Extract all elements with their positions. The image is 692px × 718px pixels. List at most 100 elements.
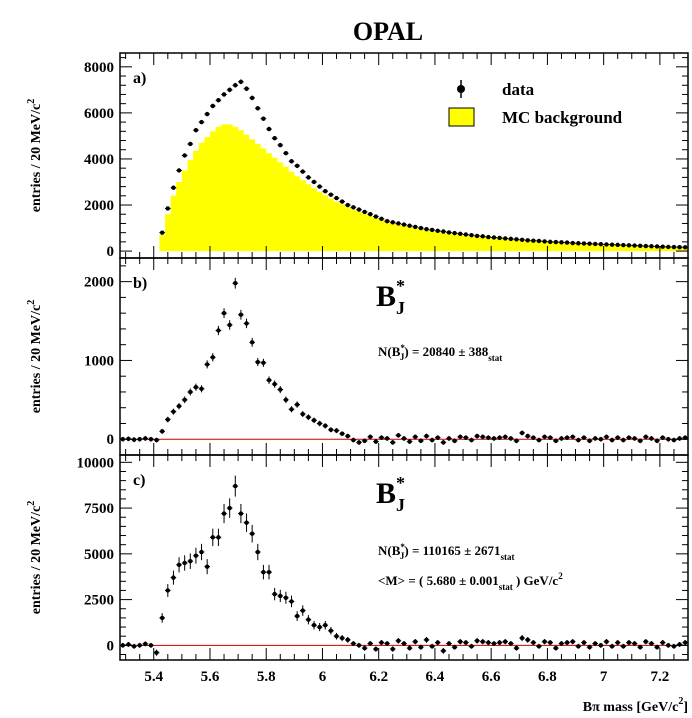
data-point	[164, 416, 171, 423]
data-point	[238, 79, 244, 85]
y-axis-label: entries / 20 MeV/c2	[26, 99, 44, 212]
data-point	[226, 498, 233, 518]
data-point	[389, 440, 396, 445]
data-point	[384, 436, 390, 441]
data-point	[249, 95, 255, 101]
data-point	[367, 434, 374, 440]
data-point	[620, 437, 627, 443]
data-point	[356, 642, 362, 648]
data-point	[153, 437, 160, 443]
y-tick-label: 0	[107, 432, 115, 448]
data-point	[401, 641, 407, 646]
data-point	[609, 643, 615, 649]
data-point	[395, 221, 402, 226]
data-point	[457, 639, 464, 645]
plot-area	[120, 475, 688, 656]
x-axis-label: Bπ mass [GeV/c2]	[583, 696, 688, 715]
x-tick-label: 5.6	[201, 669, 220, 685]
data-point	[581, 640, 587, 646]
data-point	[176, 168, 182, 173]
data-point	[541, 239, 548, 244]
data-point	[418, 438, 424, 444]
data-points	[159, 79, 688, 250]
data-point	[479, 639, 486, 645]
mc-background-histogram	[159, 124, 688, 252]
data-point	[575, 437, 582, 443]
data-point	[316, 184, 323, 189]
data-point	[654, 244, 660, 249]
data-point	[294, 401, 300, 408]
legend-entry-mc: MC background	[448, 107, 623, 127]
data-point	[367, 212, 374, 217]
data-point	[283, 150, 289, 156]
data-point	[479, 234, 486, 239]
data-point	[530, 238, 537, 243]
x-tick-label: 7.2	[651, 669, 670, 685]
data-point	[626, 640, 632, 646]
x-tick-label: 7	[600, 669, 608, 685]
data-point	[378, 216, 385, 222]
data-point	[378, 640, 385, 646]
data-point	[221, 308, 227, 319]
data-point	[429, 643, 435, 649]
data-point	[423, 227, 430, 232]
data-point	[491, 641, 497, 646]
data-point	[519, 430, 525, 436]
data-point	[181, 153, 188, 158]
data-point	[249, 524, 255, 543]
data-point	[249, 337, 255, 347]
data-point	[496, 640, 503, 646]
data-point	[581, 435, 587, 441]
data-point	[401, 222, 407, 227]
data-point	[181, 396, 188, 404]
data-point	[204, 559, 210, 575]
data-point	[637, 438, 644, 444]
y-tick-label: 0	[107, 638, 115, 654]
data-point	[418, 225, 424, 231]
data-point	[209, 528, 216, 547]
data-point	[384, 218, 390, 224]
y-tick-label: 4000	[84, 152, 114, 168]
data-point	[164, 584, 171, 597]
data-point	[598, 642, 604, 648]
data-point	[243, 318, 250, 329]
data-point	[502, 639, 509, 645]
data-point	[159, 428, 165, 434]
data-point	[395, 637, 402, 644]
data-point	[271, 380, 278, 388]
data-point	[614, 640, 621, 646]
data-point	[513, 438, 520, 444]
data-point	[524, 636, 531, 643]
data-point	[496, 435, 503, 441]
data-point	[468, 232, 475, 238]
data-point	[226, 87, 233, 93]
data-point	[564, 240, 570, 245]
data-point	[569, 240, 576, 246]
data-point	[170, 408, 177, 415]
data-point	[142, 436, 149, 441]
data-point	[389, 646, 396, 652]
data-point	[277, 589, 284, 603]
data-point	[485, 640, 492, 646]
data-point	[176, 557, 182, 573]
legend-entry-data: data	[457, 80, 535, 99]
n-yield: N(B* J) = 20840 ± 388stat	[378, 343, 502, 363]
data-point	[187, 388, 194, 396]
data-point	[260, 116, 267, 121]
data-point	[221, 503, 227, 524]
data-point	[254, 543, 261, 561]
data-point	[311, 179, 317, 185]
data-point	[659, 435, 666, 441]
data-point	[659, 244, 666, 249]
data-point	[266, 376, 272, 384]
data-point	[193, 547, 199, 564]
data-point	[457, 231, 464, 237]
data-point	[423, 636, 430, 643]
data-point	[350, 437, 357, 443]
data-point	[508, 236, 514, 242]
data-point	[474, 637, 480, 644]
data-point	[631, 436, 638, 441]
data-point	[569, 639, 576, 645]
data-point	[558, 641, 565, 646]
y-axis-label: entries / 20 MeV/c2	[26, 300, 44, 413]
